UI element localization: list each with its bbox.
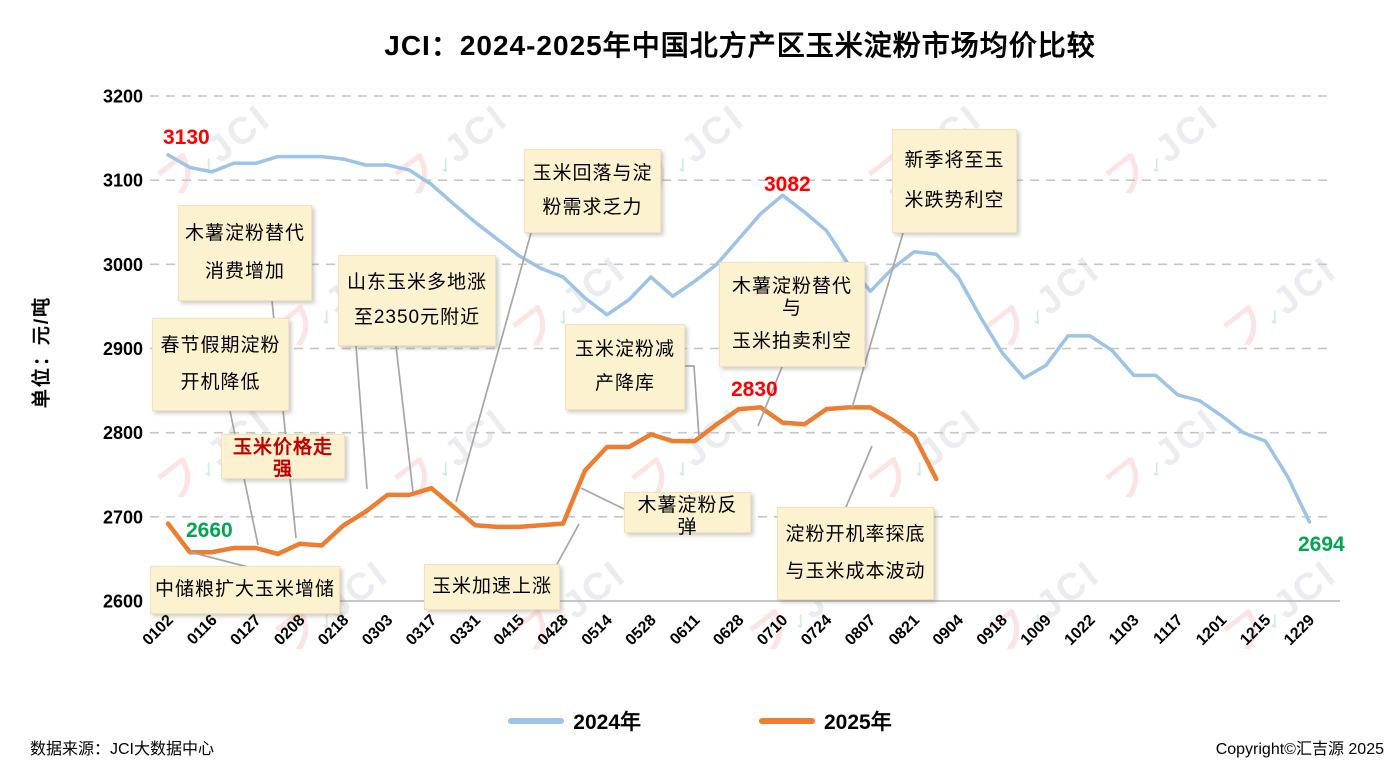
y-tick-label-3200: 3200	[103, 87, 143, 107]
pointer-line-corn-fallback-weak-demand	[455, 232, 532, 503]
pointer-line-starch-production-cut	[685, 365, 700, 438]
y-tick-label-3000: 3000	[103, 255, 143, 275]
x-tick-label-1009: 1009	[1018, 612, 1055, 649]
x-tick-label-0514: 0514	[579, 612, 616, 649]
legend-label-2024: 2024年	[573, 711, 641, 734]
value-label-3082: 3082	[764, 173, 811, 196]
x-tick-label-0710: 0710	[754, 612, 791, 649]
x-tick-label-0628: 0628	[710, 612, 747, 649]
x-tick-label-0428: 0428	[535, 612, 572, 649]
x-tick-label-1201: 1201	[1193, 612, 1230, 649]
y-tick-label-2600: 2600	[103, 592, 143, 612]
x-tick-label-0127: 0127	[227, 612, 264, 649]
y-tick-label-2700: 2700	[103, 507, 143, 527]
copyright-note: Copyright©汇吉源 2025	[1215, 741, 1384, 758]
value-label-3130: 3130	[163, 126, 210, 149]
data-source-note: 数据来源：JCI大数据中心	[30, 741, 215, 758]
pointer-line-new-season-bearish	[851, 232, 904, 409]
legend-item-2024: 2024年	[508, 706, 641, 736]
x-tick-label-1117: 1117	[1151, 612, 1187, 648]
x-tick-label-0724: 0724	[798, 612, 835, 649]
x-tick-label-0331: 0331	[447, 612, 484, 649]
pointer-line-operating-rate-bottom	[845, 445, 873, 508]
x-tick-label-0807: 0807	[842, 612, 879, 649]
value-label-2660: 2660	[186, 519, 233, 542]
y-tick-label-3100: 3100	[103, 171, 143, 191]
x-tick-label-0317: 0317	[403, 612, 440, 649]
pointer-line-cassava-auction-bearish	[757, 366, 783, 427]
legend-item-2025: 2025年	[759, 706, 892, 736]
x-tick-label-0102: 0102	[140, 612, 177, 649]
legend-swatch-2024	[508, 718, 565, 724]
series-line-2024年	[166, 153, 1312, 524]
x-tick-label-0208: 0208	[271, 612, 308, 649]
x-tick-label-0904: 0904	[930, 612, 967, 649]
pointer-line-grain-reserve-expand	[189, 551, 249, 568]
chart-title: JCI：2024-2025年中国北方产区玉米淀粉市场均价比较	[384, 30, 1096, 61]
x-tick-label-1103: 1103	[1106, 612, 1143, 649]
value-label-2694: 2694	[1298, 533, 1345, 556]
series-line-2025年	[165, 405, 939, 557]
x-tick-label-0218: 0218	[315, 612, 352, 649]
x-tick-label-0528: 0528	[623, 612, 660, 649]
chart-legend: 2024年 2025年	[0, 706, 1400, 736]
x-tick-label-0415: 0415	[491, 612, 528, 649]
pointer-line-cassava-rebound	[580, 487, 625, 510]
x-tick-label-1022: 1022	[1062, 612, 1099, 649]
y-tick-label-2800: 2800	[103, 423, 143, 443]
x-tick-label-0918: 0918	[974, 612, 1011, 649]
pointer-line-shandong-corn-rise-1	[395, 345, 414, 493]
x-tick-label-0821: 0821	[886, 612, 923, 649]
x-tick-label-0611: 0611	[667, 612, 704, 649]
value-label-2830: 2830	[731, 378, 778, 401]
x-tick-label-0303: 0303	[359, 612, 396, 649]
legend-label-2025: 2025年	[824, 711, 892, 734]
x-tick-label-1229: 1229	[1281, 612, 1318, 649]
pointer-line-shandong-corn-rise	[355, 345, 368, 490]
pointer-line-corn-accelerate-rise	[555, 523, 580, 567]
x-tick-label-1215: 1215	[1237, 612, 1274, 649]
pointer-line-spring-festival-shutdown	[229, 410, 259, 546]
y-tick-label-2900: 2900	[103, 339, 143, 359]
x-tick-label-0116: 0116	[184, 612, 221, 649]
pointer-line-cassava-substitute	[271, 300, 297, 539]
legend-swatch-2025	[759, 718, 815, 724]
